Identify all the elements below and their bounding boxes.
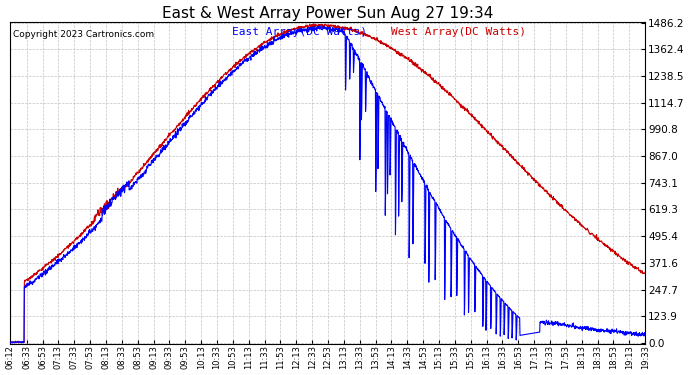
Text: West Array(DC Watts): West Array(DC Watts) bbox=[391, 27, 526, 36]
Text: Copyright 2023 Cartronics.com: Copyright 2023 Cartronics.com bbox=[13, 30, 155, 39]
Title: East & West Array Power Sun Aug 27 19:34: East & West Array Power Sun Aug 27 19:34 bbox=[162, 6, 493, 21]
Text: East Array(DC Watts): East Array(DC Watts) bbox=[233, 27, 367, 36]
